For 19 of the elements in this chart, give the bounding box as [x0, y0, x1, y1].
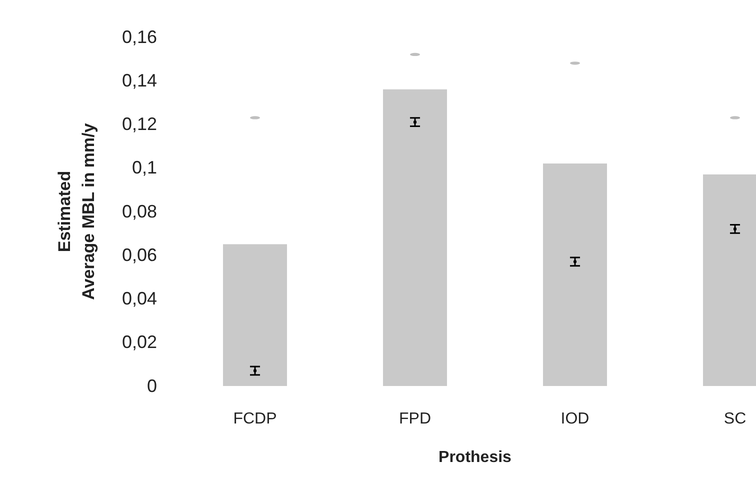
x-tick-label: FCDP — [233, 410, 277, 428]
y-tick-label: 0,06 — [122, 244, 157, 265]
point — [573, 260, 577, 264]
x-tick-label: SC — [724, 410, 746, 428]
y-tick-label: 0,02 — [122, 332, 157, 352]
point — [413, 120, 417, 124]
y-tick-label: 0,08 — [122, 201, 157, 222]
y-tick-label: 0,1 — [132, 158, 157, 178]
y-tick-label: 0,12 — [122, 114, 157, 134]
y-axis-title: Estimated Average MBL in mm/y — [55, 122, 98, 300]
point — [733, 227, 737, 231]
x-tick-label: IOD — [560, 410, 590, 428]
x-axis-title: Prothesis — [438, 449, 512, 466]
y-tick-label: 0 — [146, 376, 157, 396]
x-tick-label: FPD — [399, 410, 431, 428]
y-tick-label: 0,04 — [122, 288, 157, 309]
point — [253, 369, 257, 372]
y-tick-label: 0,16 — [122, 26, 157, 47]
y-tick-label: 0,14 — [122, 70, 157, 90]
